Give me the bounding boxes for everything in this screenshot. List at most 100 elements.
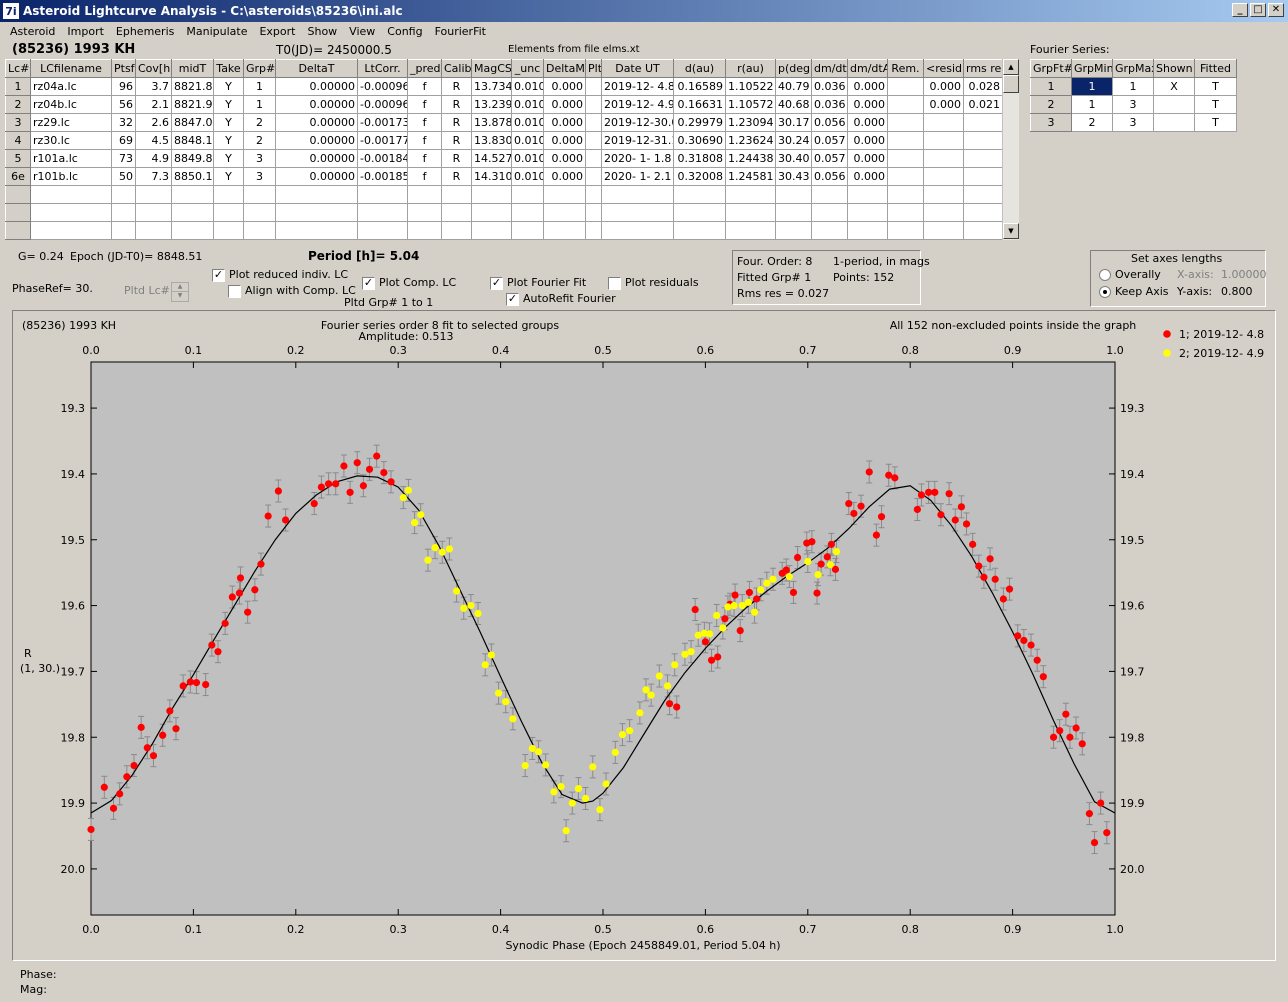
column-header[interactable]: GrpMin (1071, 59, 1113, 78)
table-cell[interactable]: 14.310 (471, 167, 512, 186)
menu-view[interactable]: View (349, 25, 376, 38)
table-row[interactable]: 6e r101b.lc 50 7.3 8850.1 Y 3 0.00000 -0.00185 f R… (5, 167, 1003, 186)
table-row[interactable] (5, 203, 1003, 222)
table-cell[interactable]: 1.24581 (725, 167, 776, 186)
table-cell[interactable]: 3.7 (135, 77, 172, 96)
scroll-up-icon[interactable]: ▲ (1003, 59, 1019, 75)
scroll-down-icon[interactable]: ▼ (1003, 223, 1019, 239)
column-header[interactable]: LtCorr. (357, 59, 408, 78)
table-cell[interactable]: 0.00000 (275, 149, 358, 168)
table-cell[interactable]: 56 (111, 95, 136, 114)
table-cell[interactable]: 0.021 (963, 95, 1003, 114)
table-cell[interactable]: 0.010 (511, 149, 544, 168)
plot-comp-checkbox[interactable]: ✓ Plot Comp. LC (362, 276, 456, 290)
pltd-lc-spinner[interactable]: ▲ ▼ (171, 282, 189, 302)
table-cell[interactable]: 8850.1 (171, 167, 214, 186)
column-header[interactable]: GrpMax (1112, 59, 1154, 78)
table-cell[interactable]: 8848.1 (171, 131, 214, 150)
scroll-thumb[interactable] (1003, 75, 1019, 93)
table-row[interactable] (5, 221, 1003, 240)
table-cell[interactable]: 8821.8 (171, 77, 214, 96)
minimize-button[interactable]: _ (1232, 3, 1248, 17)
table-cell[interactable]: 0.000 (847, 167, 888, 186)
row-header[interactable]: 3 (1030, 113, 1072, 132)
column-header[interactable]: _unc (511, 59, 544, 78)
column-header[interactable]: DeltaM (543, 59, 586, 78)
align-checkbox[interactable]: Align with Comp. LC (228, 284, 356, 298)
table-cell[interactable]: 0.00000 (275, 131, 358, 150)
table-cell[interactable]: 0.16589 (673, 77, 726, 96)
table-cell[interactable]: 8849.8 (171, 149, 214, 168)
row-header[interactable] (5, 203, 31, 222)
menu-asteroid[interactable]: Asteroid (10, 25, 56, 38)
table-scrollbar[interactable]: ▲ ▼ (1002, 59, 1019, 240)
autorefit-checkbox[interactable]: ✓ AutoRefit Fourier (506, 292, 616, 306)
table-cell[interactable]: T (1194, 77, 1237, 96)
column-header[interactable]: GrpFt# (1030, 59, 1072, 78)
close-button[interactable]: ✕ (1268, 3, 1284, 17)
menu-fourierfit[interactable]: FourierFit (434, 25, 486, 38)
table-cell[interactable]: 1.10572 (725, 95, 776, 114)
plot-fourier-checkbox[interactable]: ✓ Plot Fourier Fit (490, 276, 586, 290)
column-header[interactable]: MagCS (471, 59, 512, 78)
table-row[interactable]: 3 rz29.lc 32 2.6 8847.0 Y 2 0.00000 -0.00173 f R 13… (5, 113, 1003, 132)
table-cell[interactable]: -0.00096 (357, 95, 408, 114)
menu-import[interactable]: Import (67, 25, 104, 38)
table-cell[interactable]: 0.000 (847, 113, 888, 132)
table-cell[interactable]: 1.10522 (725, 77, 776, 96)
column-header[interactable]: _pred. (407, 59, 442, 78)
menu-manipulate[interactable]: Manipulate (186, 25, 248, 38)
table-cell[interactable]: 1.24438 (725, 149, 776, 168)
table-cell[interactable]: 13.239 (471, 95, 512, 114)
menu-config[interactable]: Config (387, 25, 423, 38)
column-header[interactable]: <resid> (923, 59, 964, 78)
table-cell[interactable]: 0.000 (543, 77, 586, 96)
table-cell[interactable]: rz30.lc (30, 131, 112, 150)
table-cell[interactable]: 73 (111, 149, 136, 168)
table-cell[interactable]: T (1194, 113, 1237, 132)
menu-show[interactable]: Show (307, 25, 338, 38)
row-header[interactable]: 2 (5, 95, 31, 114)
table-row[interactable]: 2 rz04b.lc 56 2.1 8821.9 Y 1 0.00000 -0.00096 f R 1… (5, 95, 1003, 114)
column-header[interactable]: dm/dt (811, 59, 848, 78)
table-cell[interactable]: 40.68 (775, 95, 812, 114)
table-cell[interactable]: 0.010 (511, 95, 544, 114)
column-header[interactable]: Take (213, 59, 244, 78)
table-cell[interactable]: 2020- 1- 1.8 (601, 149, 674, 168)
table-cell[interactable]: 13.734 (471, 77, 512, 96)
column-header[interactable]: Shown (1153, 59, 1195, 78)
plot-reduced-checkbox[interactable]: ✓ Plot reduced indiv. LC (212, 268, 348, 282)
table-cell[interactable]: 32 (111, 113, 136, 132)
table-cell[interactable]: -0.00177 (357, 131, 408, 150)
table-cell[interactable]: 0.00000 (275, 95, 358, 114)
x-axis-value[interactable]: 1.00000 (1221, 268, 1267, 281)
table-cell[interactable]: 0.036 (811, 77, 848, 96)
menu-export[interactable]: Export (259, 25, 296, 38)
table-cell[interactable]: 0.29979 (673, 113, 726, 132)
y-axis-value[interactable]: 0.800 (1221, 285, 1253, 298)
table-cell[interactable]: 30.24 (775, 131, 812, 150)
table-cell[interactable]: 0.00000 (275, 113, 358, 132)
row-header[interactable]: 1 (1030, 77, 1072, 96)
table-row[interactable]: 4 rz30.lc 69 4.5 8848.1 Y 2 0.00000 -0.00177 f R 13… (5, 131, 1003, 150)
table-row[interactable]: 5 r101a.lc 73 4.9 8849.8 Y 3 0.00000 -0.00184 f R 1… (5, 149, 1003, 168)
table-cell[interactable]: 2.6 (135, 113, 172, 132)
table-cell[interactable]: rz04a.lc (30, 77, 112, 96)
column-header[interactable]: rms res (963, 59, 1003, 78)
table-cell[interactable]: 0.000 (847, 95, 888, 114)
menu-ephemeris[interactable]: Ephemeris (115, 25, 175, 38)
maximize-button[interactable]: □ (1250, 3, 1266, 17)
overally-radio[interactable]: Overally (1099, 268, 1161, 281)
table-cell[interactable]: 30.40 (775, 149, 812, 168)
table-cell[interactable]: 0.00000 (275, 77, 358, 96)
keep-axis-radio[interactable]: Keep Axis (1099, 285, 1169, 298)
column-header[interactable]: Cov[h] (135, 59, 172, 78)
row-header[interactable]: 2 (1030, 95, 1072, 114)
column-header[interactable]: Rem. (887, 59, 924, 78)
plot-residuals-checkbox[interactable]: Plot residuals (608, 276, 699, 290)
spin-down-icon[interactable]: ▼ (177, 292, 183, 299)
spin-up-icon[interactable]: ▲ (172, 283, 188, 292)
